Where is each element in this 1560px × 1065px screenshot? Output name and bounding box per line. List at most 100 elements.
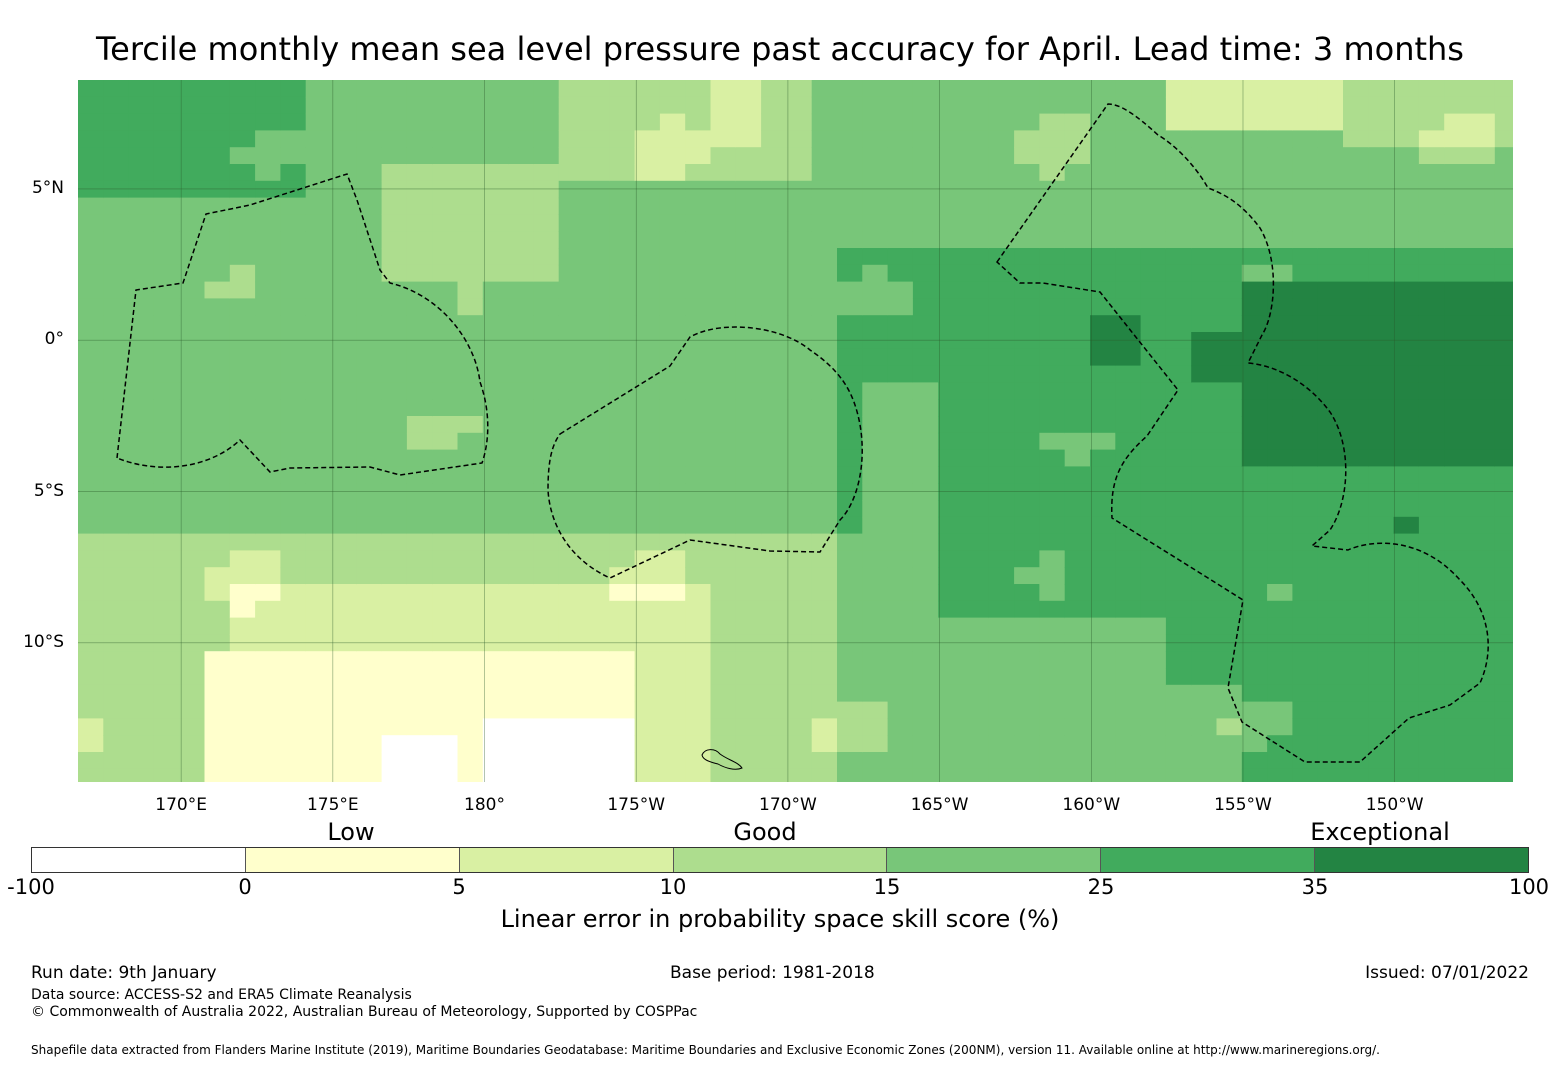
grid-cell — [280, 332, 307, 350]
grid-cell — [988, 432, 1015, 451]
grid-cell — [78, 533, 104, 551]
grid-cell — [938, 735, 965, 753]
grid-cell — [1343, 382, 1369, 400]
grid-cell — [204, 130, 231, 148]
grid-cell — [786, 617, 813, 635]
grid-cell — [1317, 701, 1344, 719]
grid-cell — [128, 248, 155, 266]
grid-cell — [1191, 768, 1218, 782]
grid-cell — [280, 164, 307, 182]
grid-cell — [1014, 500, 1040, 518]
grid-cell — [609, 416, 636, 434]
grid-cell — [1115, 147, 1142, 165]
grid-cell — [1140, 180, 1167, 199]
grid-cell — [204, 483, 231, 501]
grid-cell — [1393, 668, 1420, 686]
grid-cell — [685, 231, 712, 249]
grid-cell — [938, 399, 965, 417]
grid-cell — [558, 735, 585, 753]
grid-cell — [381, 668, 408, 686]
grid-cell — [685, 348, 712, 367]
grid-cell — [1368, 466, 1395, 484]
grid-cell — [128, 668, 155, 686]
grid-cell — [331, 735, 357, 753]
grid-cell — [406, 96, 433, 115]
grid-cell — [1418, 147, 1445, 165]
grid-cell — [1165, 567, 1192, 585]
grid-cell — [331, 332, 357, 350]
grid-cell — [78, 180, 104, 199]
grid-cell — [1494, 147, 1513, 165]
grid-cell — [887, 516, 914, 535]
grid-cell — [153, 416, 180, 434]
grid-cell — [1317, 483, 1344, 501]
grid-cell — [305, 567, 332, 585]
grid-cell — [862, 684, 889, 703]
grid-cell — [305, 550, 332, 568]
grid-cell — [1014, 80, 1040, 98]
grid-cell — [78, 500, 104, 518]
grid-cell — [432, 718, 459, 736]
colorbar-tick-label: 5 — [452, 875, 466, 899]
grid-cell — [255, 315, 281, 333]
grid-cell — [685, 399, 712, 417]
grid-cell — [103, 231, 130, 249]
grid-cell — [735, 466, 762, 484]
grid-cell — [912, 516, 939, 535]
grid-cell — [786, 365, 813, 383]
grid-cell — [1494, 315, 1513, 333]
grid-cell — [912, 382, 939, 400]
eez-tokelau — [547, 326, 863, 579]
grid-cell — [1368, 600, 1395, 619]
grid-cell — [1444, 214, 1471, 232]
grid-cell — [1191, 416, 1218, 434]
grid-cell — [1393, 483, 1420, 501]
grid-cell — [280, 214, 307, 232]
grid-cell — [508, 399, 534, 417]
grid-cell — [255, 584, 281, 602]
grid-cell — [1393, 180, 1420, 199]
grid-cell — [1241, 180, 1268, 199]
grid-cell — [229, 332, 256, 350]
grid-cell — [710, 533, 737, 551]
grid-cell — [1241, 651, 1268, 669]
grid-cell — [887, 416, 914, 434]
grid-cell — [533, 718, 560, 736]
grid-cell — [128, 752, 155, 770]
grid-cell — [508, 550, 534, 568]
grid-cell — [634, 600, 661, 619]
grid-cell — [988, 281, 1015, 299]
grid-cell — [406, 584, 433, 602]
grid-cell — [1090, 197, 1116, 215]
grid-cell — [1090, 684, 1116, 703]
grid-cell — [1469, 752, 1496, 770]
grid-cell — [1469, 96, 1496, 115]
grid-cell — [1317, 382, 1344, 400]
grid-cell — [988, 80, 1015, 98]
grid-cell — [406, 567, 433, 585]
grid-cell — [305, 231, 332, 249]
grid-cell — [912, 416, 939, 434]
grid-cell — [862, 298, 889, 316]
grid-cell — [988, 701, 1015, 719]
grid-cell — [305, 197, 332, 215]
grid-cell — [811, 231, 838, 249]
grid-cell — [1292, 113, 1319, 131]
grid-cell — [153, 533, 180, 551]
grid-cell — [1115, 332, 1142, 350]
grid-cell — [457, 651, 484, 669]
grid-cell — [204, 147, 231, 165]
grid-cell — [204, 533, 231, 551]
grid-cell — [204, 600, 231, 619]
grid-cell — [1418, 214, 1445, 232]
grid-cell — [887, 533, 914, 551]
grid-cell — [280, 752, 307, 770]
grid-cell — [1494, 197, 1513, 215]
grid-cell — [1494, 416, 1513, 434]
grid-cell — [1393, 197, 1420, 215]
grid-cell — [811, 718, 838, 736]
grid-cell — [1469, 483, 1496, 501]
grid-cell — [179, 768, 206, 782]
grid-cell — [938, 701, 965, 719]
grid-cell — [609, 701, 636, 719]
